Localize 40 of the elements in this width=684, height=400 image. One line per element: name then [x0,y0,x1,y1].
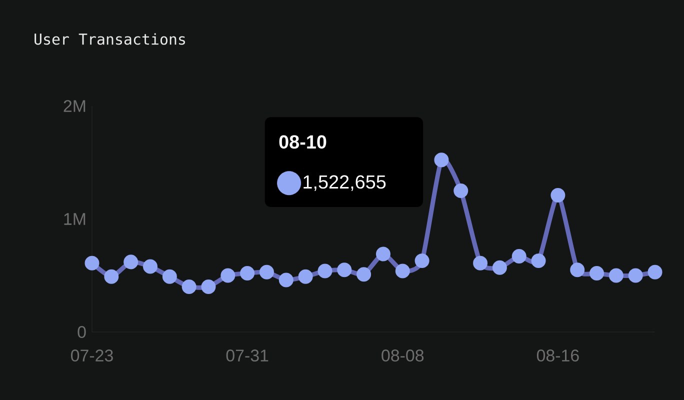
point [473,256,488,270]
point [608,268,624,283]
point [259,264,274,280]
point [356,267,372,282]
point [590,266,604,280]
x-tick-label: 08-08 [382,350,424,362]
annotation: 08-10 [279,135,326,149]
point [376,246,390,262]
point [104,269,119,284]
point [240,266,255,280]
point [278,272,294,288]
point [124,254,138,270]
annotation: 1,522,655 [304,175,386,191]
point [142,259,158,274]
x-tick-label: 08-16 [536,350,579,362]
chart-title: User Transactions [34,33,185,45]
point [628,268,643,283]
x-tick-label: 07-31 [226,350,268,362]
point [434,152,449,168]
point [162,269,177,284]
point [220,268,236,283]
point [512,249,526,264]
point [492,260,507,275]
point [201,280,216,294]
y-tick-label: 2M [64,100,86,112]
point [182,280,196,294]
point [298,269,313,284]
point [531,254,546,268]
point [648,264,662,280]
y-tick-label: 1M [64,213,86,225]
point [318,264,332,278]
point [454,184,468,198]
point [414,254,430,268]
y-tick-label: 0 [78,326,86,338]
point [570,262,585,278]
x-tick-label: 07-23 [71,350,113,362]
point [550,188,566,203]
point [337,262,352,278]
point [395,264,410,278]
point [84,256,100,270]
